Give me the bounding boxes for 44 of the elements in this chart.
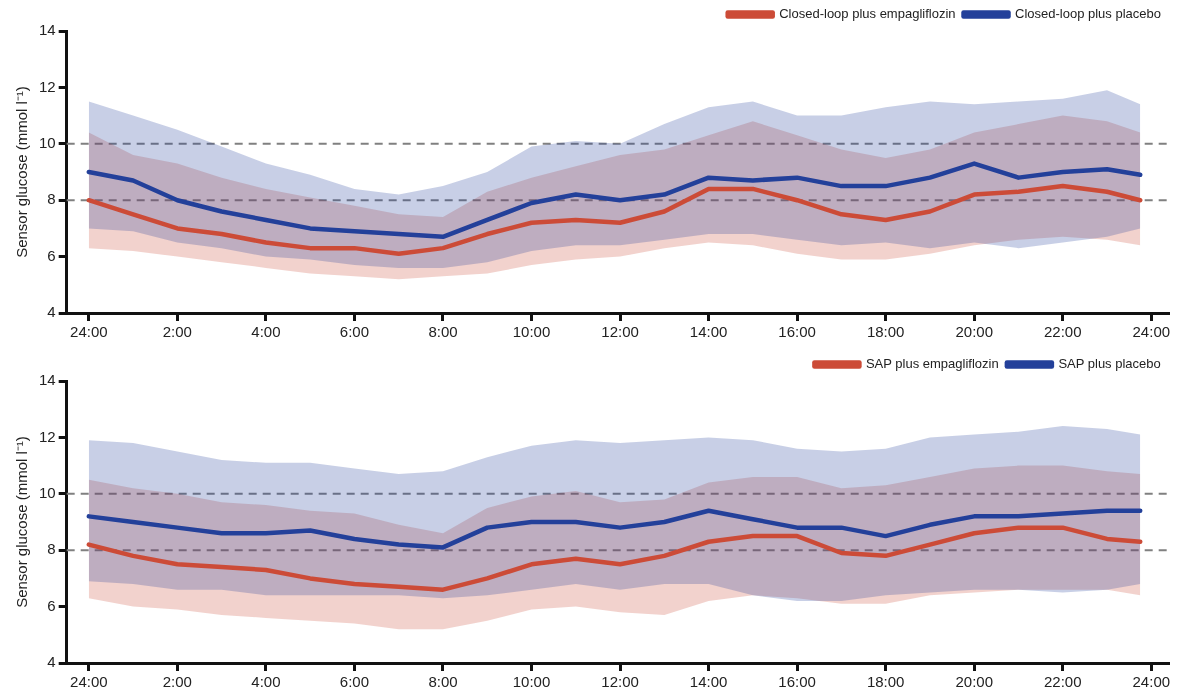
y-tick-label: 12 [39, 77, 56, 95]
x-tick-label: 24:00 [70, 323, 108, 341]
x-tick-label: 2:00 [162, 673, 192, 691]
x-tick-label: 2:00 [162, 323, 192, 341]
legend-label: SAP plus empagliflozin [865, 356, 999, 372]
x-tick-label: 18:00 [866, 323, 905, 341]
y-tick-label: 6 [47, 596, 56, 614]
x-tick-label: 6:00 [339, 323, 370, 341]
x-tick-label: 4:00 [251, 673, 281, 691]
y-tick-label: 10 [39, 133, 56, 151]
x-tick-label: 24:00 [70, 673, 108, 691]
x-tick-label: 10:00 [512, 673, 551, 691]
x-tick-label: 22:00 [1043, 673, 1082, 691]
x-tick-label: 20:00 [955, 323, 993, 341]
x-tick-label: 16:00 [778, 323, 816, 341]
x-tick-label: 18:00 [866, 673, 905, 691]
x-tick-label: 12:00 [601, 323, 639, 341]
x-tick-label: 4:00 [251, 323, 281, 341]
x-tick-label: 14:00 [689, 673, 728, 691]
x-tick-label: 12:00 [601, 673, 639, 691]
x-tick-label: 24:00 [1132, 673, 1171, 691]
legend-label: Closed-loop plus placebo [1015, 6, 1161, 22]
y-tick-label: 10 [39, 483, 56, 501]
y-tick-label: 4 [47, 653, 56, 671]
x-tick-label: 6:00 [339, 673, 370, 691]
x-tick-label: 16:00 [778, 673, 816, 691]
legend-label: Closed-loop plus empagliflozin [779, 6, 956, 22]
y-tick-label: 12 [39, 427, 56, 445]
x-tick-label: 20:00 [955, 673, 993, 691]
y-tick-label: 14 [39, 21, 56, 39]
y-axis-title: Sensor glucose (mmol l⁻¹) [13, 86, 31, 258]
y-tick-label: 6 [47, 246, 56, 264]
y-tick-label: 14 [39, 371, 56, 389]
x-tick-label: 24:00 [1132, 323, 1171, 341]
x-tick-label: 8:00 [428, 323, 458, 341]
y-tick-label: 8 [47, 190, 56, 208]
y-tick-label: 8 [47, 540, 56, 558]
x-tick-label: 14:00 [689, 323, 728, 341]
y-axis-title: Sensor glucose (mmol l⁻¹) [13, 436, 31, 608]
x-tick-label: 22:00 [1043, 323, 1082, 341]
legend-label: SAP plus placebo [1058, 356, 1161, 372]
x-tick-label: 8:00 [428, 673, 458, 691]
y-tick-label: 4 [47, 303, 56, 321]
x-tick-label: 10:00 [512, 323, 551, 341]
